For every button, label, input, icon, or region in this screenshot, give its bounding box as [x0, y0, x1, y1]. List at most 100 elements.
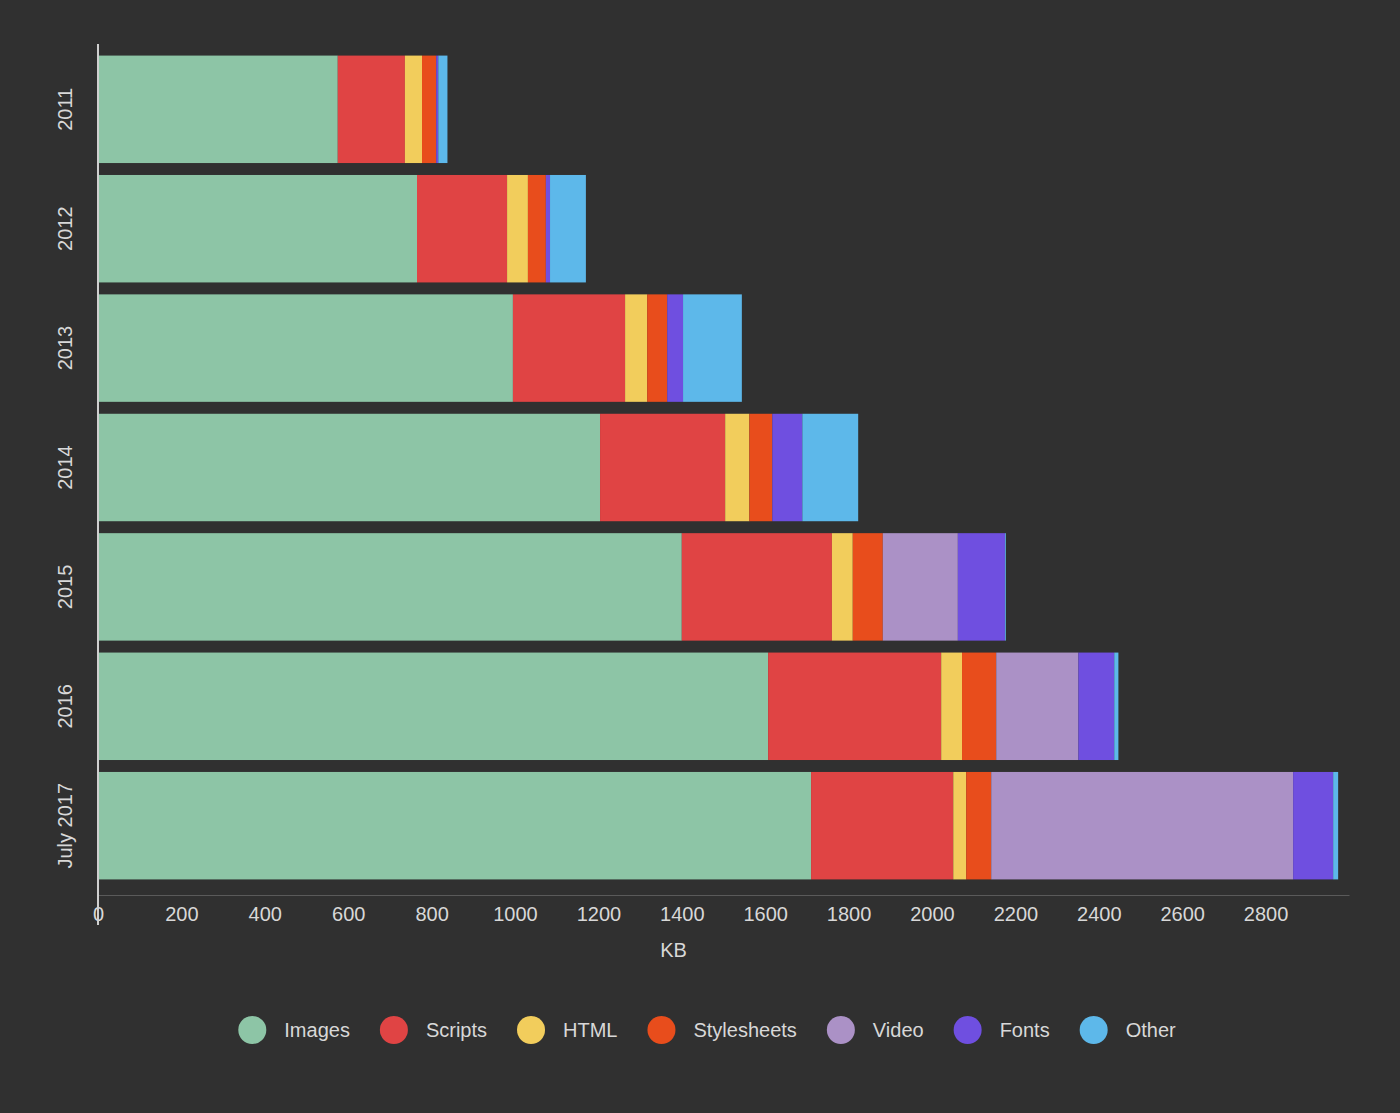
- bar-segment: [962, 653, 996, 760]
- x-axis-title: KB: [660, 939, 687, 961]
- legend-swatch: [827, 1016, 855, 1044]
- x-axis-line: [99, 895, 1350, 896]
- bar-segment: [98, 653, 768, 760]
- bar-segment: [966, 772, 991, 879]
- y-tick-label: 2013: [54, 326, 76, 371]
- x-tick: 1200: [577, 895, 622, 925]
- bar-segment: [528, 175, 546, 282]
- x-axis: 0200400600800100012001400160018002000220…: [93, 895, 1350, 925]
- legend-swatch: [517, 1016, 545, 1044]
- legend-item: Other: [1080, 1016, 1176, 1044]
- x-tick-label: 600: [332, 903, 365, 925]
- bar-segment: [546, 175, 550, 282]
- chart: 0200400600800100012001400160018002000220…: [0, 0, 1400, 1113]
- y-tick-label: July 2017: [54, 783, 76, 869]
- series-0: [98, 56, 811, 880]
- x-tick-label: 1000: [493, 903, 538, 925]
- x-tick-label: 2800: [1244, 903, 1289, 925]
- x-tick: 600: [332, 895, 365, 925]
- bar-segment: [768, 653, 941, 760]
- bar-segment: [811, 772, 953, 879]
- bars: [98, 56, 1338, 880]
- x-tick-label: 2200: [994, 903, 1039, 925]
- bar-segment: [507, 175, 528, 282]
- bar-segment: [417, 175, 507, 282]
- bar-segment: [991, 772, 1293, 879]
- x-tick: 2200: [994, 895, 1039, 925]
- bar-segment: [436, 56, 438, 163]
- bar-segment: [832, 533, 853, 640]
- legend-label: Scripts: [426, 1019, 487, 1041]
- bar-segment: [667, 294, 683, 401]
- y-tick: 2012: [54, 206, 98, 251]
- bar-segment: [625, 294, 647, 401]
- bar-segment: [683, 294, 742, 401]
- series-3: [422, 56, 996, 880]
- x-tick: 200: [165, 895, 198, 925]
- bar-segment: [98, 175, 417, 282]
- legend-item: Scripts: [380, 1016, 487, 1044]
- bar-segment: [600, 414, 725, 521]
- y-tick: 2016: [54, 684, 98, 729]
- x-tick-label: 1800: [827, 903, 872, 925]
- legend-item: Fonts: [954, 1016, 1050, 1044]
- legend-label: HTML: [563, 1019, 617, 1041]
- y-tick: 2011: [54, 88, 98, 131]
- x-tick: 2000: [910, 895, 955, 925]
- bar-segment: [772, 414, 802, 521]
- x-tick: 1000: [493, 895, 538, 925]
- bar-segment: [1114, 653, 1118, 760]
- legend-label: Stylesheets: [693, 1019, 796, 1041]
- x-tick-label: 2600: [1160, 903, 1205, 925]
- x-tick-label: 200: [165, 903, 198, 925]
- bar-segment: [996, 653, 1078, 760]
- y-tick-label: 2014: [54, 445, 76, 490]
- x-tick: 2600: [1160, 895, 1205, 925]
- bar-segment: [98, 772, 811, 879]
- bar-segment: [647, 294, 667, 401]
- bar-segment: [883, 533, 958, 640]
- bar-segment: [98, 294, 513, 401]
- y-axis: 2011 2012 2013 2014 2015 2016 July 2017: [54, 44, 98, 925]
- bar-segment: [802, 414, 858, 521]
- x-tick-label: 2400: [1077, 903, 1122, 925]
- legend-label: Other: [1126, 1019, 1176, 1041]
- series-2: [405, 56, 966, 880]
- bar-segment: [958, 533, 1005, 640]
- series-5: [436, 56, 1333, 880]
- legend-item: Video: [827, 1016, 924, 1044]
- bar-segment: [1078, 653, 1114, 760]
- bar-segment: [513, 294, 625, 401]
- y-tick: 2013: [54, 326, 98, 371]
- x-tick-label: 2000: [910, 903, 955, 925]
- y-tick-label: 2015: [54, 565, 76, 610]
- bar-segment: [98, 414, 600, 521]
- bar-segment: [749, 414, 772, 521]
- x-tick-label: 1200: [577, 903, 622, 925]
- y-tick: 2015: [54, 565, 98, 610]
- legend-label: Images: [284, 1019, 350, 1041]
- bar-segment: [550, 175, 586, 282]
- legend-swatch: [954, 1016, 982, 1044]
- x-tick-label: 400: [249, 903, 282, 925]
- legend-label: Fonts: [1000, 1019, 1050, 1041]
- bar-segment: [422, 56, 436, 163]
- bar-segment: [438, 56, 447, 163]
- series-6: [438, 56, 1338, 880]
- bar-segment: [853, 533, 883, 640]
- bar-segment: [725, 414, 749, 521]
- bar-segment: [98, 56, 338, 163]
- x-tick: 2800: [1244, 895, 1289, 925]
- legend-swatch: [238, 1016, 266, 1044]
- bar-segment: [953, 772, 966, 879]
- y-axis-line: [97, 44, 99, 925]
- bar-segment: [1004, 533, 1006, 640]
- legend-swatch: [380, 1016, 408, 1044]
- legend-item: Stylesheets: [647, 1016, 796, 1044]
- bar-segment: [1333, 772, 1338, 879]
- y-tick-label: 2011: [54, 88, 76, 131]
- x-tick: 2400: [1077, 895, 1122, 925]
- x-tick: 1600: [743, 895, 788, 925]
- x-tick: 800: [415, 895, 448, 925]
- y-tick-label: 2016: [54, 684, 76, 729]
